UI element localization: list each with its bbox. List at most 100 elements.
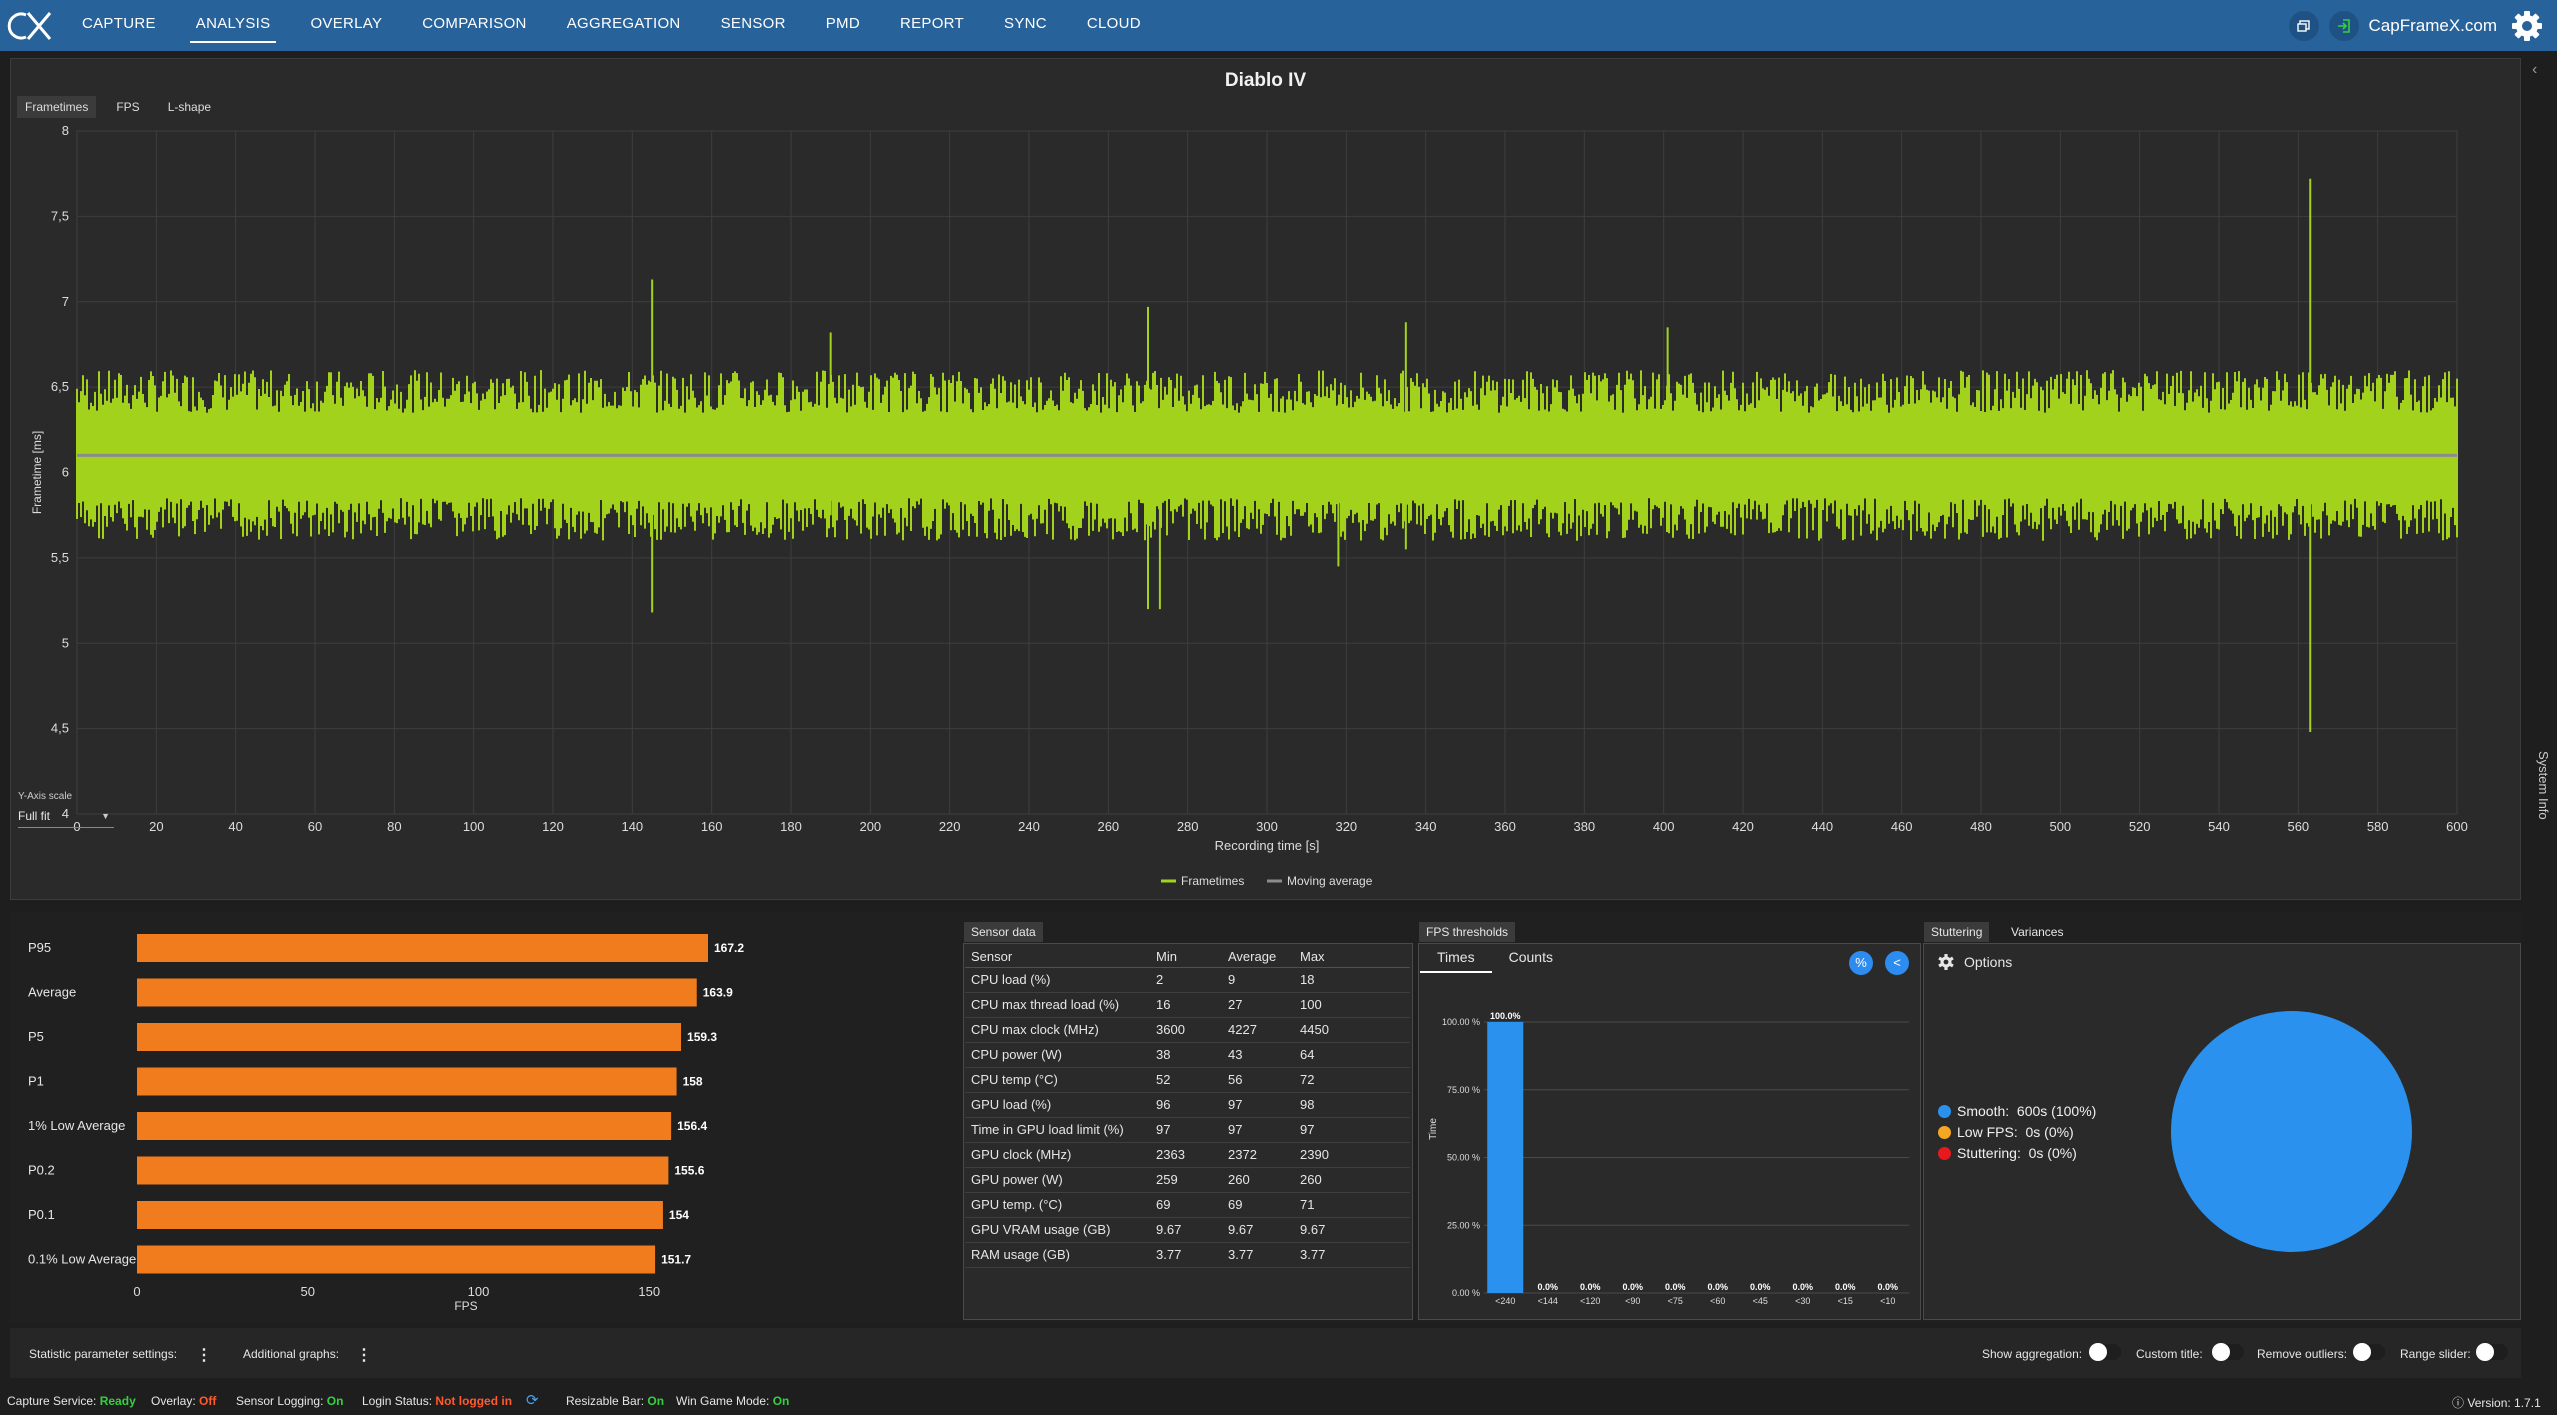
- y-tick-label: 5,5: [51, 550, 69, 565]
- collapse-chevron-icon[interactable]: ‹: [2532, 61, 2538, 78]
- y-tick-label: 4: [62, 806, 69, 821]
- settings-gear-icon[interactable]: [2509, 8, 2545, 44]
- status-bar: Capture Service: Ready Overlay: Off Sens…: [0, 1387, 2557, 1415]
- tab-fps-thresholds[interactable]: FPS thresholds: [1419, 922, 1516, 942]
- toggle-knob: [2353, 1343, 2371, 1361]
- nav-overlay[interactable]: OVERLAY: [310, 15, 383, 32]
- x-tick-label: 580: [2367, 819, 2389, 834]
- y-axis-scale-select[interactable]: Full fit ▼: [18, 806, 114, 828]
- bar-value-label: 158: [683, 1075, 703, 1089]
- nav-aggregation[interactable]: AGGREGATION: [566, 15, 681, 32]
- col-header-min: Min: [1150, 947, 1222, 968]
- additional-graphs-menu-icon[interactable]: ⋮: [356, 1347, 372, 1364]
- x-tick-label: 400: [1653, 819, 1675, 834]
- x-axis-label: Recording time [s]: [1215, 838, 1320, 853]
- login-status: Login Status: Not logged in: [362, 1394, 512, 1408]
- top-navigation-bar: CAPTURE ANALYSIS OVERLAY COMPARISON AGGR…: [0, 0, 2557, 51]
- capture-service-label: Capture Service:: [7, 1394, 97, 1408]
- nav-report[interactable]: REPORT: [899, 15, 965, 32]
- nav-cloud[interactable]: CLOUD: [1086, 15, 1141, 32]
- nav-sync[interactable]: SYNC: [1004, 15, 1047, 32]
- brand-link[interactable]: CapFrameX.com: [2368, 15, 2497, 35]
- capture-service-value: Ready: [99, 1394, 136, 1408]
- sensor-row: GPU load (%) 96 97 98: [965, 1092, 1410, 1118]
- x-tick-label: 150: [638, 1284, 660, 1299]
- y-tick-label: 4,5: [51, 721, 69, 736]
- x-tick-label: 260: [1097, 819, 1119, 834]
- x-tick-label: 460: [1891, 819, 1913, 834]
- tab-stuttering[interactable]: Stuttering: [1924, 922, 1990, 942]
- subtab-counts[interactable]: Counts: [1508, 949, 1553, 965]
- x-tick-label: 600: [2446, 819, 2468, 834]
- sensor-average-cell: 56: [1222, 1067, 1294, 1093]
- bar-category-label: P0.1: [28, 1207, 55, 1222]
- sensor-average-cell: 9: [1222, 967, 1294, 993]
- sensor-max-cell: 98: [1294, 1092, 1410, 1118]
- sensor-average-cell: 43: [1222, 1042, 1294, 1068]
- custom-title-toggle[interactable]: [2212, 1343, 2244, 1361]
- share-button[interactable]: <: [1885, 951, 1909, 975]
- sensor-row: CPU max thread load (%) 16 27 100: [965, 992, 1410, 1018]
- x-tick-label: 240: [1018, 819, 1040, 834]
- chart-title: Diablo IV: [1224, 70, 1307, 91]
- remove-outliers-toggle[interactable]: [2353, 1343, 2385, 1361]
- sensor-name-cell: CPU max thread load (%): [965, 992, 1150, 1018]
- nav-pmd[interactable]: PMD: [825, 15, 860, 32]
- nav-analysis[interactable]: ANALYSIS: [176, 0, 291, 51]
- x-tick-label: 20: [149, 819, 163, 834]
- percent-toggle-button[interactable]: %: [1849, 951, 1873, 975]
- x-tick-label: 300: [1256, 819, 1278, 834]
- bar-category-label: 1% Low Average: [28, 1118, 125, 1133]
- screenshot-icon[interactable]: [2288, 10, 2319, 41]
- sensor-average-cell: 27: [1222, 992, 1294, 1018]
- nav-sensor[interactable]: SENSOR: [720, 15, 786, 32]
- legend-moving-average-label: Moving average: [1287, 874, 1373, 888]
- x-tick-label: 500: [2049, 819, 2071, 834]
- system-info-tab[interactable]: System Info: [2536, 751, 2551, 820]
- toggle-knob: [2089, 1343, 2107, 1361]
- col-header-average: Average: [1222, 947, 1294, 968]
- x-tick-label: 560: [2287, 819, 2309, 834]
- main-nav: CAPTURE ANALYSIS OVERLAY COMPARISON AGGR…: [62, 0, 1161, 51]
- overlay-status: Overlay: Off: [151, 1394, 216, 1408]
- options-button[interactable]: Options: [1937, 953, 2012, 971]
- subtab-times[interactable]: Times: [1420, 949, 1492, 973]
- bar-value-label: 163.9: [703, 986, 733, 1000]
- show-aggregation-label: Show aggregation:: [1982, 1347, 2083, 1361]
- sensor-min-cell: 9.67: [1150, 1217, 1222, 1243]
- login-value: Not logged in: [435, 1394, 513, 1408]
- x-tick-label: 340: [1415, 819, 1437, 834]
- tab-variances[interactable]: Variances: [2011, 925, 2064, 939]
- settings-bar: Statistic parameter settings: ⋮ Addition…: [10, 1328, 2521, 1378]
- sensor-max-cell: 9.67: [1294, 1217, 1410, 1243]
- tab-sensor-data[interactable]: Sensor data: [964, 922, 1043, 942]
- login-icon[interactable]: [2328, 10, 2359, 41]
- range-slider-toggle[interactable]: [2476, 1343, 2508, 1361]
- sensor-average-cell: 9.67: [1222, 1217, 1294, 1243]
- fps-bar: [137, 978, 697, 1007]
- sensor-logging-value: On: [326, 1394, 344, 1408]
- statistic-settings-menu-icon[interactable]: ⋮: [196, 1347, 212, 1364]
- stuttering-dot: [1938, 1146, 1951, 1160]
- nav-capture[interactable]: CAPTURE: [82, 15, 156, 32]
- bar-value-label: 156.4: [677, 1119, 707, 1133]
- sensor-name-cell: CPU load (%): [965, 967, 1150, 993]
- y-tick-label: 6: [62, 465, 69, 480]
- x-tick-label: 540: [2208, 819, 2230, 834]
- legend-smooth: Smooth: 600s (100%): [1938, 1103, 2096, 1119]
- frametime-chart[interactable]: 0 20 40 60 80 100 120 140 160 180 200 220 240 260 280 3…: [11, 59, 2522, 901]
- show-aggregation-toggle[interactable]: [2089, 1343, 2121, 1361]
- resizable-bar-value: On: [647, 1394, 665, 1408]
- remove-outliers-label: Remove outliers:: [2257, 1347, 2348, 1361]
- sensor-row: GPU clock (MHz) 2363 2372 2390: [965, 1142, 1410, 1168]
- refresh-icon[interactable]: ⟳: [526, 1392, 539, 1409]
- bar-category-label: P5: [28, 1029, 44, 1044]
- sensor-max-cell: 18: [1294, 967, 1410, 993]
- right-side-rail: ‹ System Info: [2524, 51, 2557, 1380]
- sensor-row: RAM usage (GB) 3.77 3.77 3.77: [965, 1242, 1410, 1268]
- tab-frametimes[interactable]: Frametimes: [17, 96, 97, 118]
- nav-comparison[interactable]: COMPARISON: [422, 15, 527, 32]
- tab-fps[interactable]: FPS: [116, 100, 140, 114]
- tab-l-shape[interactable]: L-shape: [167, 100, 212, 114]
- x-tick-label: 200: [859, 819, 881, 834]
